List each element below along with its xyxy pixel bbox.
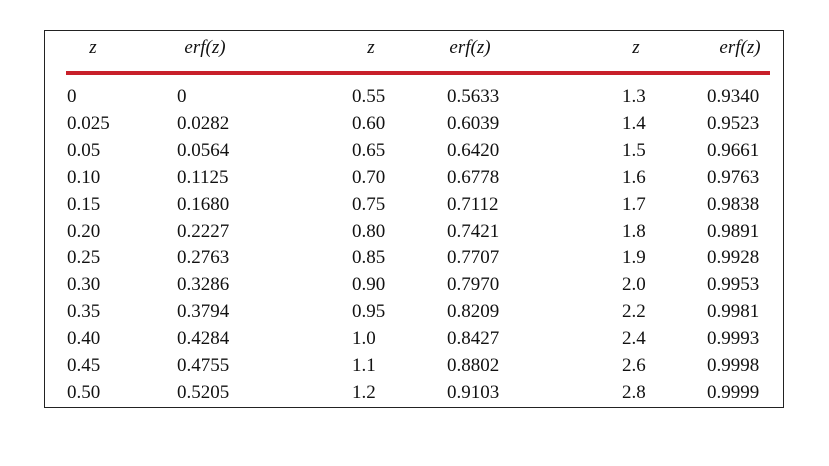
- table-cell: 0: [67, 86, 77, 107]
- table-cell: 0.3286: [177, 274, 230, 296]
- column-header: erf(z): [184, 37, 226, 58]
- table-cell: 1.0: [352, 328, 376, 350]
- table-cell: 1.2: [352, 381, 376, 403]
- table-cell: 1.5: [622, 139, 646, 161]
- table-cell: 1.8: [622, 220, 646, 242]
- table-cell: 2.2: [622, 301, 646, 323]
- column-header: z: [89, 37, 97, 58]
- table-cell: 0: [177, 86, 187, 107]
- table-cell: 1.7: [622, 193, 646, 215]
- table-cell: 0.9891: [707, 220, 760, 242]
- table-cell: 0.5205: [177, 381, 230, 403]
- table-cell: 0.9763: [707, 166, 760, 188]
- table-cell: 0.30: [67, 274, 101, 296]
- table-cell: 1.4: [622, 112, 646, 134]
- table-cell: 2.0: [622, 274, 646, 296]
- table-cell: 0.50: [67, 381, 101, 403]
- table-cell: 0.20: [67, 220, 101, 242]
- table-cell: 2.6: [622, 355, 646, 376]
- table-cell: 0.80: [352, 220, 386, 242]
- table-cell: 0.4755: [177, 355, 230, 376]
- table-cell: 0.10: [67, 166, 101, 188]
- table-cell: 0.9928: [707, 247, 760, 269]
- column-header: erf(z): [719, 37, 761, 58]
- table-cell: 0.75: [352, 193, 386, 215]
- table-cell: 0.90: [352, 274, 386, 296]
- table-cell: 0.7970: [447, 274, 500, 296]
- table-cell: 0.6039: [447, 112, 500, 134]
- table-cell: 0.05: [67, 139, 101, 161]
- table-cell: 0.7421: [447, 220, 500, 242]
- table-cell: 0.9993: [707, 328, 760, 350]
- table-cell: 0.40: [67, 328, 101, 350]
- table-frame: [44, 30, 784, 408]
- table-cell: 0.95: [352, 301, 386, 323]
- table-cell: 0.5633: [447, 86, 500, 107]
- table-cell: 0.1125: [177, 166, 229, 188]
- table-cell: 0.2227: [177, 220, 230, 242]
- header-rule: [66, 71, 770, 75]
- table-cell: 0.25: [67, 247, 101, 269]
- table-cell: 0.35: [67, 301, 101, 323]
- table-cell: 0.9340: [707, 86, 760, 107]
- table-cell: 0.025: [67, 112, 110, 134]
- table-cell: 0.4284: [177, 328, 230, 350]
- table-cell: 0.3794: [177, 301, 230, 323]
- table-cell: 0.85: [352, 247, 386, 269]
- table-cell: 0.9953: [707, 274, 760, 296]
- table-cell: 0.1680: [177, 193, 230, 215]
- table-cell: 1.3: [622, 86, 646, 107]
- table-cell: 0.6420: [447, 139, 500, 161]
- table-cell: 0.6778: [447, 166, 500, 188]
- table-cell: 2.8: [622, 381, 646, 403]
- table-cell: 0.9998: [707, 355, 760, 376]
- table-cell: 0.7707: [447, 247, 500, 269]
- table-cell: 0.9981: [707, 301, 760, 323]
- table-cell: 0.8209: [447, 301, 500, 323]
- table-cell: 0.2763: [177, 247, 230, 269]
- table-cell: 0.9661: [707, 139, 760, 161]
- table-cell: 0.0282: [177, 112, 230, 134]
- table-cell: 0.0564: [177, 139, 230, 161]
- table-cell: 0.60: [352, 112, 386, 134]
- table-cell: 0.65: [352, 139, 386, 161]
- table-cell: 0.8802: [447, 355, 500, 376]
- table-cell: 0.9838: [707, 193, 760, 215]
- table-cell: 0.9103: [447, 381, 500, 403]
- column-header: z: [367, 37, 375, 58]
- table-cell: 1.1: [352, 355, 376, 376]
- table-cell: 0.45: [67, 355, 101, 376]
- table-cell: 0.8427: [447, 328, 500, 350]
- table-cell: 0.15: [67, 193, 101, 215]
- table-cell: 0.55: [352, 86, 386, 107]
- table-cell: 1.6: [622, 166, 646, 188]
- table-cell: 0.70: [352, 166, 386, 188]
- table-cell: 2.4: [622, 328, 646, 350]
- column-header: erf(z): [449, 37, 491, 58]
- table-cell: 1.9: [622, 247, 646, 269]
- table-cell: 0.9523: [707, 112, 760, 134]
- table-cell: 0.7112: [447, 193, 499, 215]
- table-cell: 0.9999: [707, 381, 760, 403]
- column-header: z: [632, 37, 640, 58]
